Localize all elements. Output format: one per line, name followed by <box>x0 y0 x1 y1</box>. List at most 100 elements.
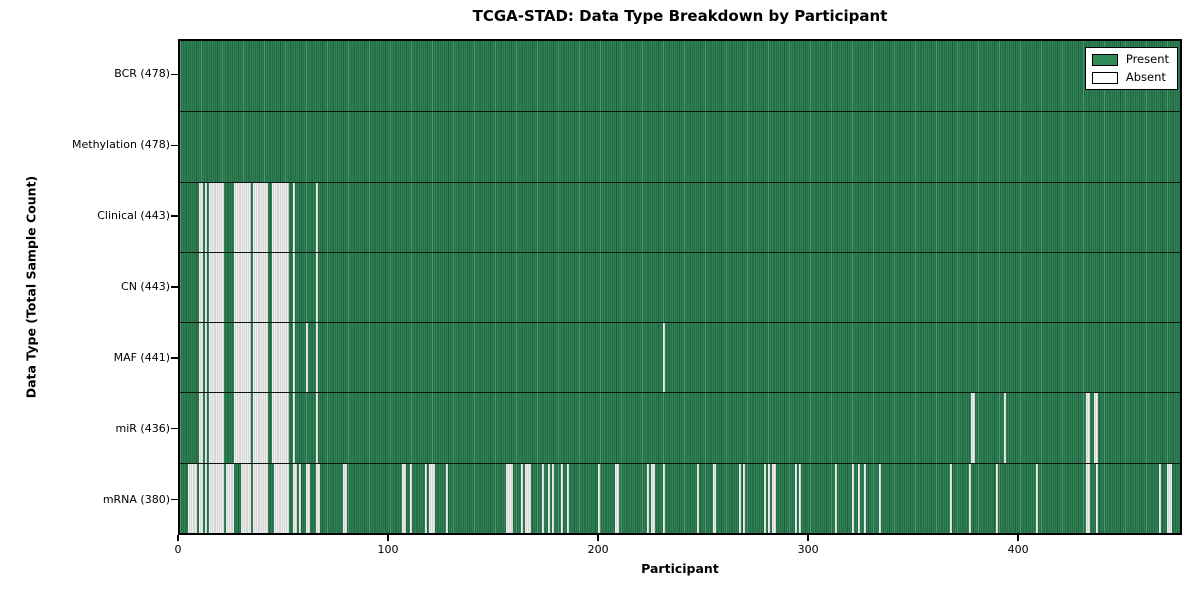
absent-stripe <box>767 463 770 533</box>
absent-stripe <box>1159 463 1162 533</box>
heatmap-rows <box>180 41 1180 533</box>
absent-stripe <box>292 323 296 393</box>
absent-stripe <box>995 463 998 533</box>
y-tick-mark <box>171 215 178 217</box>
y-tick-mark <box>171 144 178 147</box>
legend-absent-swatch <box>1091 71 1118 84</box>
absent-stripe <box>315 252 319 323</box>
legend-item-present: Present <box>1091 53 1169 66</box>
absent-stripe <box>253 463 268 533</box>
absent-stripe <box>292 463 298 533</box>
absent-stripe <box>506 463 513 533</box>
absent-stripe <box>799 463 802 533</box>
absent-stripe <box>1085 393 1091 463</box>
absent-stripe <box>615 463 620 533</box>
absent-stripe <box>541 463 544 533</box>
absent-stripe <box>272 323 289 393</box>
absent-stripe <box>713 463 716 533</box>
legend-present-swatch <box>1091 53 1118 66</box>
absent-stripe <box>198 463 203 533</box>
absent-stripe <box>226 463 235 533</box>
absent-stripe <box>851 463 854 533</box>
x-axis-title: Participant <box>641 561 719 576</box>
absent-stripe <box>198 182 203 252</box>
legend-item-absent: Absent <box>1091 70 1169 84</box>
absent-stripe <box>209 182 224 252</box>
absent-stripe <box>970 393 975 463</box>
y-tick-label: Clinical (443) <box>97 209 170 223</box>
legend: Present Absent <box>1084 47 1178 90</box>
y-tick-mark <box>171 357 178 359</box>
x-tick-mark <box>177 535 179 541</box>
row-Methylation <box>180 111 1180 182</box>
absent-stripe <box>763 463 766 533</box>
absent-stripe <box>548 463 551 533</box>
absent-stripe <box>272 252 289 323</box>
chart-title: TCGA-STAD: Data Type Breakdown by Partic… <box>472 7 888 25</box>
absent-stripe <box>401 463 406 533</box>
absent-stripe <box>1004 393 1007 463</box>
absent-stripe <box>742 463 745 533</box>
absent-stripe <box>198 393 203 463</box>
absent-stripe <box>343 463 348 533</box>
absent-stripe <box>598 463 601 533</box>
absent-stripe <box>445 463 448 533</box>
absent-stripe <box>1096 463 1099 533</box>
absent-stripe <box>315 323 319 393</box>
plot-area: Present Absent <box>178 39 1182 535</box>
absent-stripe <box>253 323 268 393</box>
absent-stripe <box>234 182 252 252</box>
absent-stripe <box>292 182 296 252</box>
x-tick-label: 400 <box>1007 543 1029 556</box>
absent-stripe <box>209 393 224 463</box>
absent-stripe <box>424 463 427 533</box>
absent-stripe <box>410 463 413 533</box>
absent-stripe <box>292 393 296 463</box>
row-mRNA <box>180 462 1180 533</box>
absent-stripe <box>878 463 881 533</box>
y-tick-label: miR (436) <box>115 421 171 435</box>
x-tick-label: 100 <box>377 543 399 556</box>
y-tick-label: mRNA (380) <box>102 492 170 506</box>
legend-absent-label: Absent <box>1125 70 1166 84</box>
y-tick-mark <box>171 286 178 288</box>
absent-stripe <box>240 463 252 533</box>
absent-stripe <box>772 463 777 533</box>
y-tick-mark <box>171 427 178 430</box>
absent-stripe <box>1035 463 1038 533</box>
absent-stripe <box>205 252 208 323</box>
y-tick-label: MAF (441) <box>113 350 170 364</box>
absent-stripe <box>234 393 252 463</box>
absent-stripe <box>560 463 563 533</box>
absent-stripe <box>299 463 302 533</box>
absent-stripe <box>292 252 296 323</box>
absent-stripe <box>428 463 436 533</box>
row-CN <box>180 251 1180 323</box>
absent-stripe <box>646 463 649 533</box>
y-tick-mark <box>171 73 178 76</box>
absent-stripe <box>305 323 308 393</box>
absent-stripe <box>968 463 971 533</box>
absent-stripe <box>552 463 555 533</box>
x-tick-mark <box>597 535 599 541</box>
absent-stripe <box>315 393 319 463</box>
row-MAF <box>180 322 1180 393</box>
x-tick-mark <box>1017 535 1019 541</box>
absent-stripe <box>205 323 208 393</box>
absent-stripe <box>272 393 289 463</box>
absent-stripe <box>234 252 252 323</box>
row-BCR <box>180 41 1180 112</box>
absent-stripe <box>1167 463 1172 533</box>
absent-stripe <box>234 323 252 393</box>
absent-stripe <box>205 182 208 252</box>
x-tick-label: 0 <box>174 543 182 556</box>
absent-stripe <box>521 463 524 533</box>
absent-stripe <box>253 252 268 323</box>
absent-stripe <box>567 463 570 533</box>
absent-stripe <box>253 182 268 252</box>
y-tick-label: CN (443) <box>121 280 170 293</box>
y-tick-label: Methylation (478) <box>72 138 170 152</box>
absent-stripe <box>315 182 319 252</box>
absent-stripe <box>209 463 224 533</box>
